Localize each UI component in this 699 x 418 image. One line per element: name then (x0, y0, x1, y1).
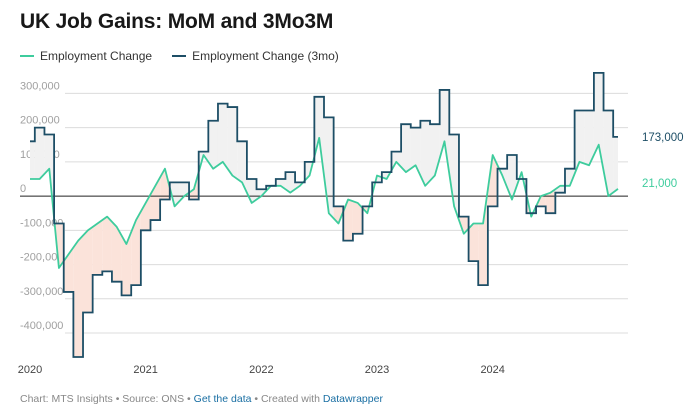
fill-band (352, 201, 363, 234)
fill-band (30, 141, 35, 179)
fill-band (102, 216, 112, 272)
fill-band (468, 223, 479, 262)
y-tick-label: -200,000 (20, 252, 63, 264)
x-tick-label: 2024 (480, 364, 504, 376)
fill-band (603, 110, 614, 197)
fill-band (507, 155, 517, 200)
footer-created: • Created with (251, 393, 323, 405)
fill-band (140, 194, 151, 231)
fill-band (564, 168, 575, 186)
chart-footer: Chart: MTS Insights • Source: ONS • Get … (20, 393, 383, 405)
fill-band (198, 151, 209, 173)
footer-source: Chart: MTS Insights • Source: ONS • (20, 393, 194, 405)
y-tick-label: -400,000 (20, 320, 63, 332)
fill-band (237, 141, 247, 193)
fill-band (574, 110, 585, 174)
fill-band (217, 103, 228, 169)
x-tick-label: 2020 (18, 364, 42, 376)
legend-item-mom: Employment Change (20, 49, 152, 63)
fill-band (613, 136, 618, 193)
fill-band (410, 127, 421, 176)
fill-band (189, 172, 199, 200)
fill-band (343, 199, 353, 241)
fill-band (150, 177, 161, 221)
get-the-data-link[interactable]: Get the data (193, 393, 252, 405)
x-tick-label: 2022 (249, 364, 273, 376)
end-label-3mo: 173,000 (642, 132, 684, 144)
x-tick-label: 2023 (365, 364, 389, 376)
fill-band (131, 211, 141, 286)
fill-band (526, 194, 537, 217)
fill-band (54, 218, 64, 268)
fill-band (420, 120, 431, 186)
y-tick-label: -300,000 (20, 286, 63, 298)
fill-band (372, 175, 382, 195)
fill-band (584, 110, 594, 166)
fill-band (44, 134, 55, 219)
fill-band (362, 194, 373, 214)
fill-band (545, 189, 556, 214)
fill-band (478, 189, 488, 286)
fill-band (83, 226, 93, 313)
series-line-employment-change-3mo (30, 71, 618, 358)
chart-title: UK Job Gains: MoM and 3Mo3M (20, 10, 334, 33)
fill-band (121, 232, 132, 296)
series-line-employment-change (30, 136, 619, 269)
x-tick-label: 2021 (133, 364, 157, 376)
fill-band (593, 72, 604, 171)
fill-band (333, 206, 344, 224)
y-tick-label: 200,000 (20, 115, 60, 127)
legend-label-mom: Employment Change (40, 49, 153, 63)
fill-band (536, 194, 546, 207)
fill-band (111, 221, 122, 282)
fill-band (430, 124, 440, 181)
legend-swatch-3mo (172, 55, 187, 57)
legend-label-3mo: Employment Change (3mo) (192, 49, 339, 63)
fill-band (487, 155, 498, 207)
y-tick-label: 300,000 (20, 80, 60, 92)
fill-band (246, 178, 257, 203)
fill-band (401, 124, 411, 173)
fill-band (285, 172, 296, 193)
end-label-mom: 21,000 (642, 178, 677, 190)
y-tick-label: -100,000 (20, 217, 63, 229)
legend: Employment Change Employment Change (3mo… (20, 49, 359, 63)
legend-item-3mo: Employment Change (3mo) (172, 49, 339, 63)
fill-band (324, 117, 334, 219)
datawrapper-link[interactable]: Datawrapper (322, 393, 383, 405)
fill-band (497, 165, 508, 188)
fill-band (208, 120, 218, 169)
fill-band (34, 127, 45, 179)
y-tick-label: 0 (20, 183, 26, 195)
fill-band (458, 216, 469, 234)
fill-band (73, 235, 84, 357)
fill-band (449, 134, 459, 221)
fill-band (92, 220, 103, 275)
fill-band (160, 168, 170, 200)
fill-band (227, 107, 238, 179)
fill-band (169, 182, 180, 207)
legend-swatch-mom (20, 55, 34, 57)
